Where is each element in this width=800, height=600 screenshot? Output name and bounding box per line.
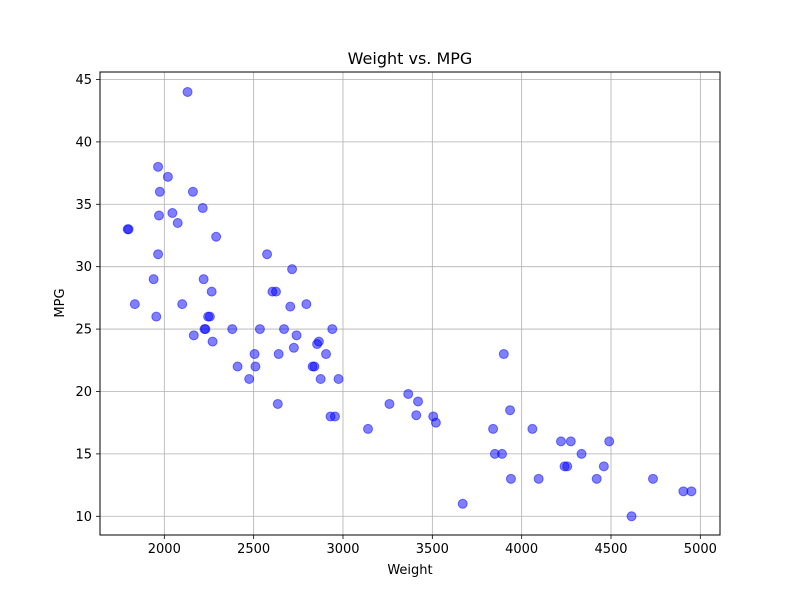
data-point	[153, 210, 164, 221]
points-layer	[122, 86, 697, 522]
data-point	[204, 311, 215, 322]
data-point	[153, 161, 164, 172]
data-point	[430, 417, 441, 428]
data-point	[562, 461, 573, 472]
data-point	[288, 342, 299, 353]
data-point	[333, 374, 344, 385]
data-point	[279, 324, 290, 335]
data-point	[313, 336, 324, 347]
x-tick-label: 2000	[148, 542, 181, 557]
data-point	[384, 398, 395, 409]
data-point	[232, 361, 243, 372]
data-point	[272, 398, 283, 409]
data-point	[262, 249, 273, 260]
data-point	[576, 448, 587, 459]
data-point	[154, 186, 165, 197]
data-point	[250, 361, 261, 372]
data-point	[172, 218, 183, 229]
data-point	[315, 374, 326, 385]
data-point	[533, 473, 544, 484]
plot-frame	[99, 71, 721, 536]
data-point	[329, 411, 340, 422]
data-point	[197, 203, 208, 214]
y-tick-label: 10	[75, 510, 92, 525]
data-point	[153, 249, 164, 260]
data-point	[287, 264, 298, 275]
x-tick-label: 5000	[684, 542, 717, 557]
data-point	[206, 286, 217, 297]
data-point	[162, 171, 173, 182]
data-point	[647, 473, 658, 484]
ticks-layer: 2000 2500 3000 3500 4000 4500 5000 10 15 20 25 30 35…	[75, 73, 716, 557]
data-point	[301, 299, 312, 310]
y-tick-label: 35	[75, 198, 92, 213]
data-point	[249, 349, 260, 360]
y-axis-label: MPG	[53, 288, 68, 317]
data-point	[413, 396, 424, 407]
data-point	[565, 436, 576, 447]
x-tick-label: 4000	[505, 542, 538, 557]
y-tick-label: 25	[75, 323, 92, 338]
data-point	[227, 324, 238, 335]
data-point	[270, 286, 281, 297]
data-point	[488, 423, 499, 434]
data-point	[129, 299, 140, 310]
data-point	[457, 498, 468, 509]
data-point	[188, 330, 199, 341]
data-point	[527, 423, 538, 434]
x-tick-label: 4500	[594, 542, 627, 557]
data-point	[321, 349, 332, 360]
y-tick-label: 45	[75, 73, 92, 88]
data-point	[167, 208, 178, 219]
y-tick-label: 15	[75, 447, 92, 462]
y-tick-label: 40	[75, 135, 92, 150]
y-tick-label: 30	[75, 260, 92, 275]
data-point	[591, 473, 602, 484]
data-point	[363, 423, 374, 434]
data-point	[686, 486, 697, 497]
data-point	[555, 436, 566, 447]
data-point	[244, 374, 255, 385]
data-point	[211, 231, 222, 242]
x-tick-label: 3500	[416, 542, 449, 557]
x-axis-label: Weight	[387, 563, 432, 578]
data-point	[151, 311, 162, 322]
data-point	[198, 274, 209, 285]
data-point	[123, 224, 134, 235]
data-point	[148, 274, 159, 285]
data-point	[309, 361, 320, 372]
x-tick-label: 3000	[326, 542, 359, 557]
data-point	[285, 301, 296, 312]
data-point	[497, 448, 508, 459]
data-point	[187, 186, 198, 197]
data-point	[177, 299, 188, 310]
y-tick-label: 20	[75, 385, 92, 400]
data-point	[327, 324, 338, 335]
data-point	[254, 324, 265, 335]
data-point	[505, 473, 516, 484]
data-point	[626, 511, 637, 522]
data-point	[498, 349, 509, 360]
data-point	[291, 330, 302, 341]
data-point	[505, 405, 516, 416]
data-point	[598, 461, 609, 472]
data-point	[604, 436, 615, 447]
data-point	[182, 86, 193, 97]
chart-title: Weight vs. MPG	[348, 49, 473, 68]
data-point	[200, 324, 211, 335]
data-point	[403, 388, 414, 399]
data-point	[273, 349, 284, 360]
data-point	[411, 410, 422, 421]
x-tick-label: 2500	[237, 542, 270, 557]
data-point	[207, 336, 218, 347]
